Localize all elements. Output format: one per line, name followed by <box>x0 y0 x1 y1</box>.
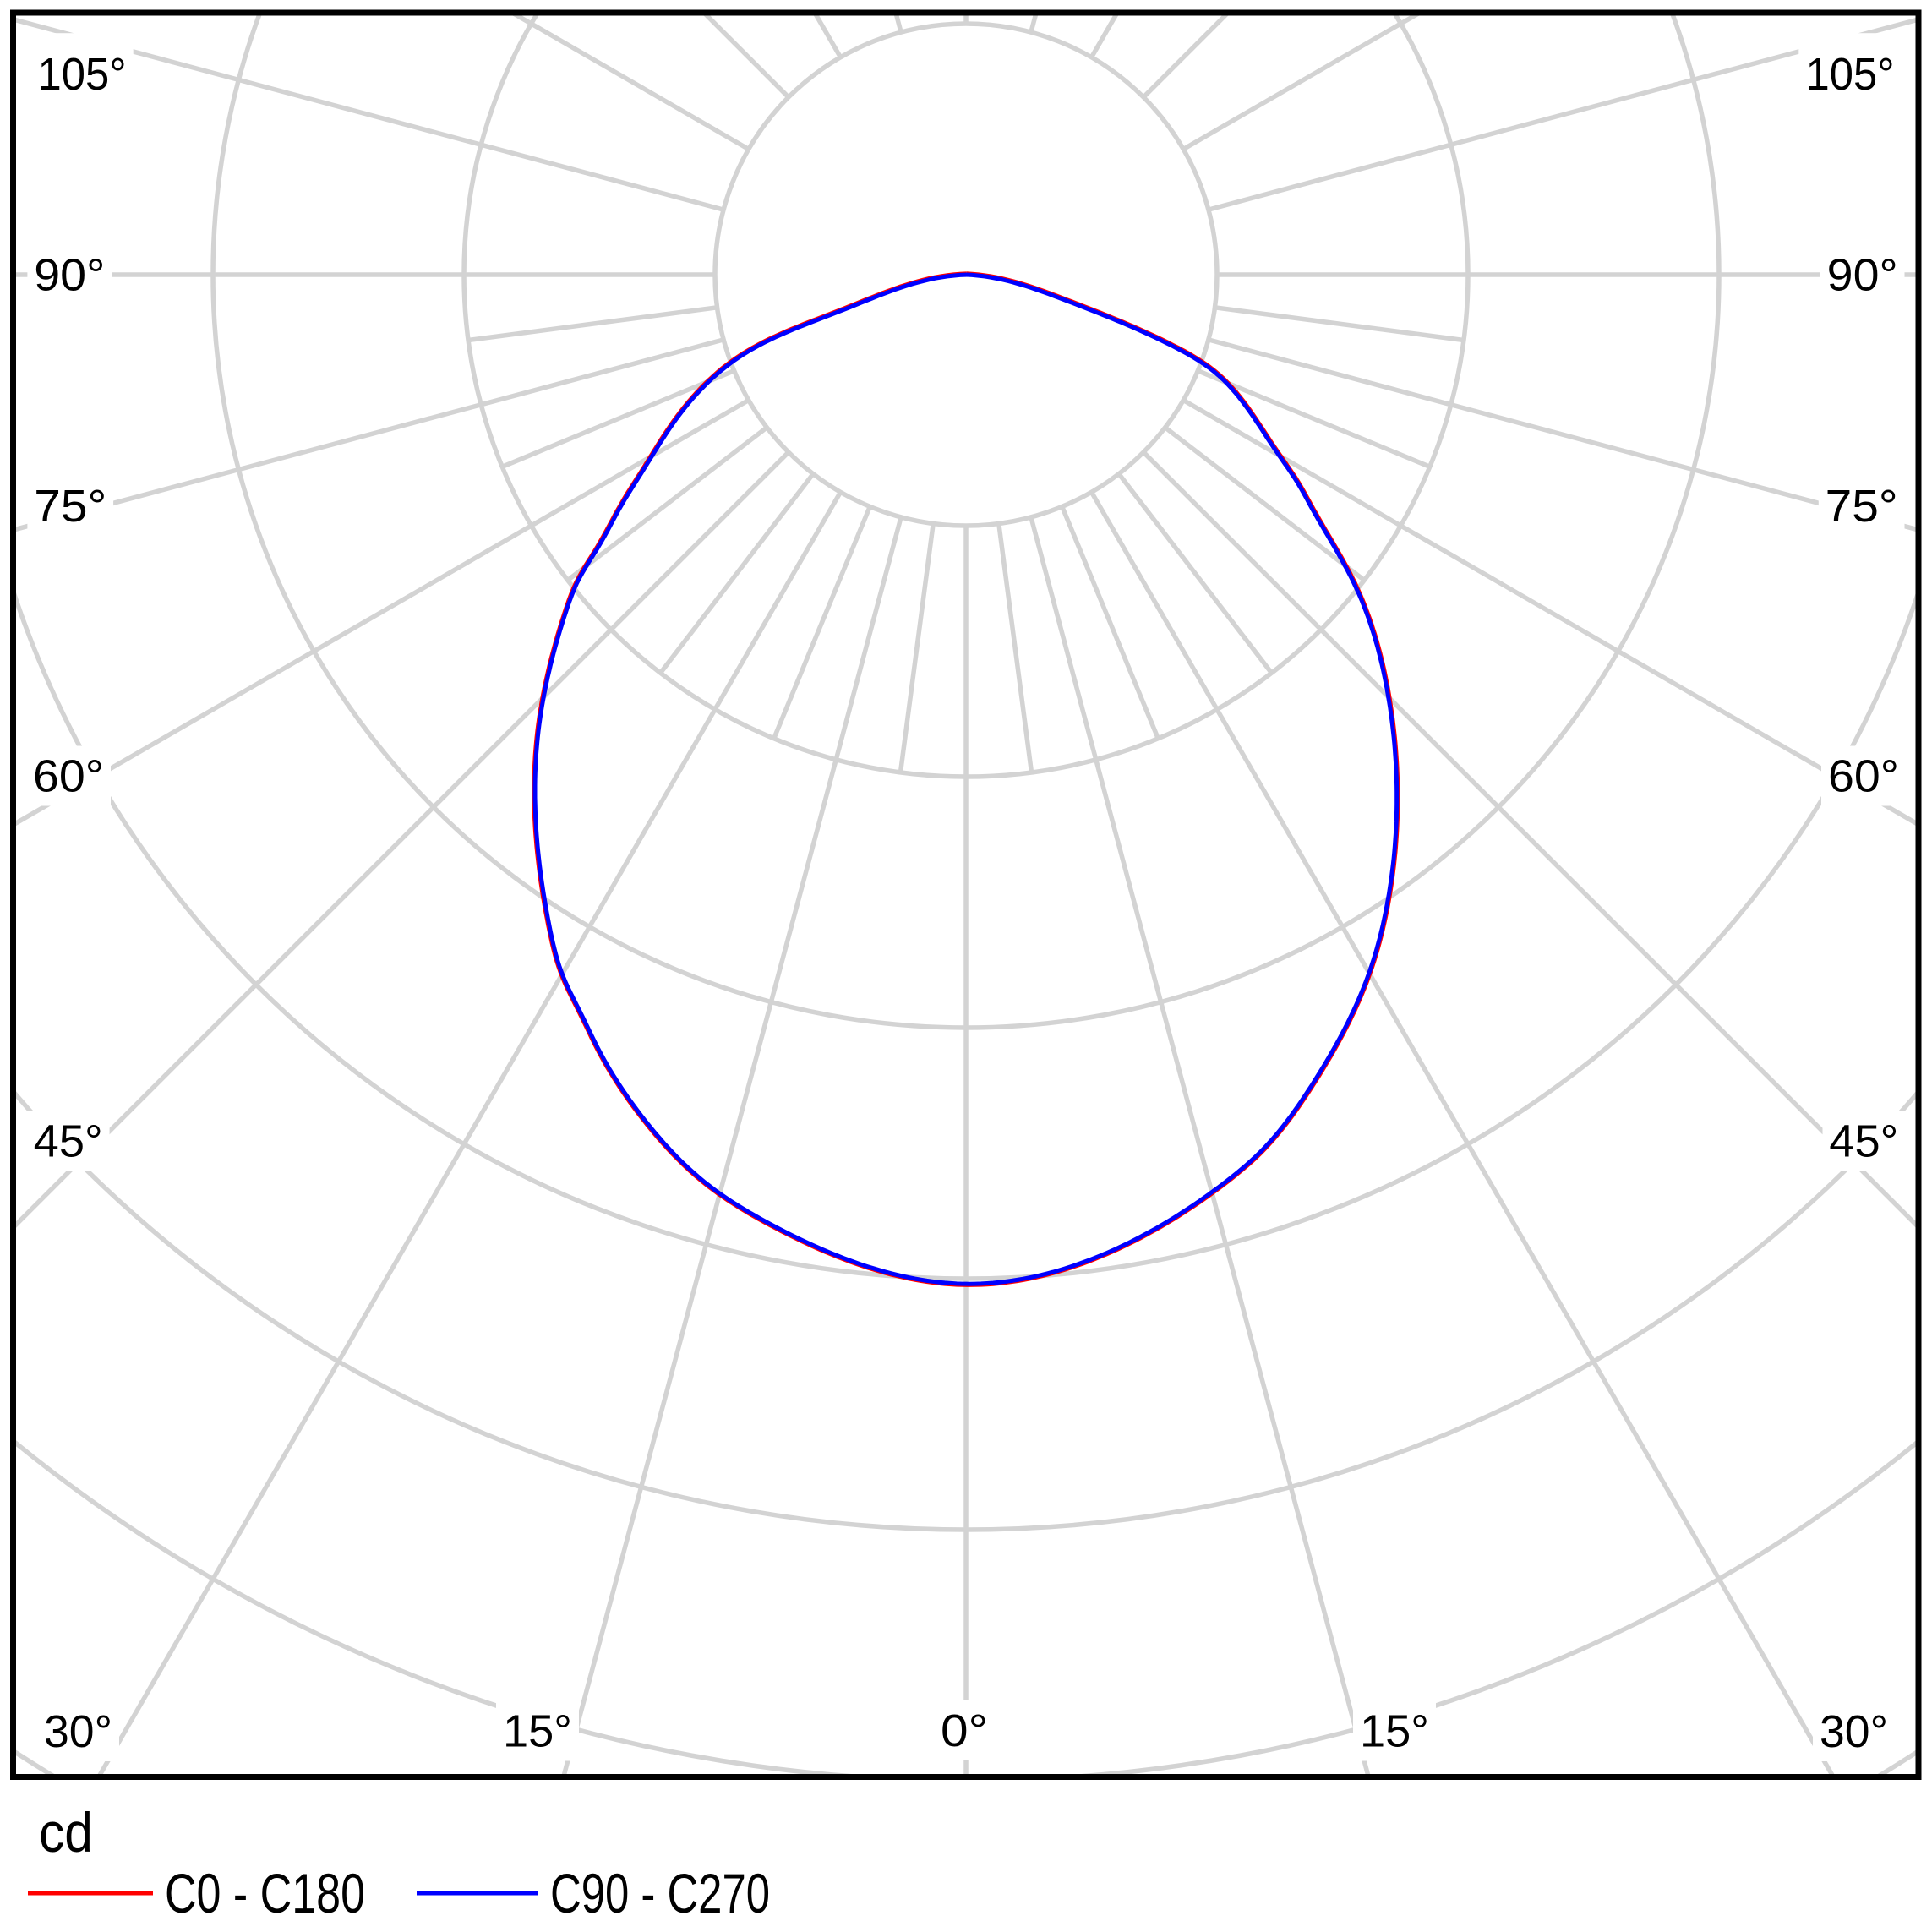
svg-text:15°: 15° <box>503 1706 572 1756</box>
svg-text:60°: 60° <box>1828 750 1899 801</box>
svg-text:0°: 0° <box>941 1706 988 1756</box>
svg-text:C90 - C270: C90 - C270 <box>550 1862 770 1924</box>
svg-text:cd: cd <box>39 1801 93 1864</box>
svg-text:105°: 105° <box>38 49 127 100</box>
svg-text:45°: 45° <box>1829 1116 1898 1167</box>
svg-text:30°: 30° <box>1820 1706 1888 1757</box>
svg-text:C0 - C180: C0 - C180 <box>165 1862 365 1924</box>
svg-text:75°: 75° <box>34 481 106 532</box>
svg-text:60°: 60° <box>33 750 104 801</box>
svg-text:90°: 90° <box>1827 250 1898 301</box>
svg-text:90°: 90° <box>34 250 105 301</box>
svg-text:15°: 15° <box>1360 1706 1429 1756</box>
svg-text:30°: 30° <box>44 1706 112 1757</box>
svg-text:75°: 75° <box>1826 481 1898 532</box>
svg-text:105°: 105° <box>1806 49 1895 100</box>
svg-text:45°: 45° <box>34 1116 103 1167</box>
